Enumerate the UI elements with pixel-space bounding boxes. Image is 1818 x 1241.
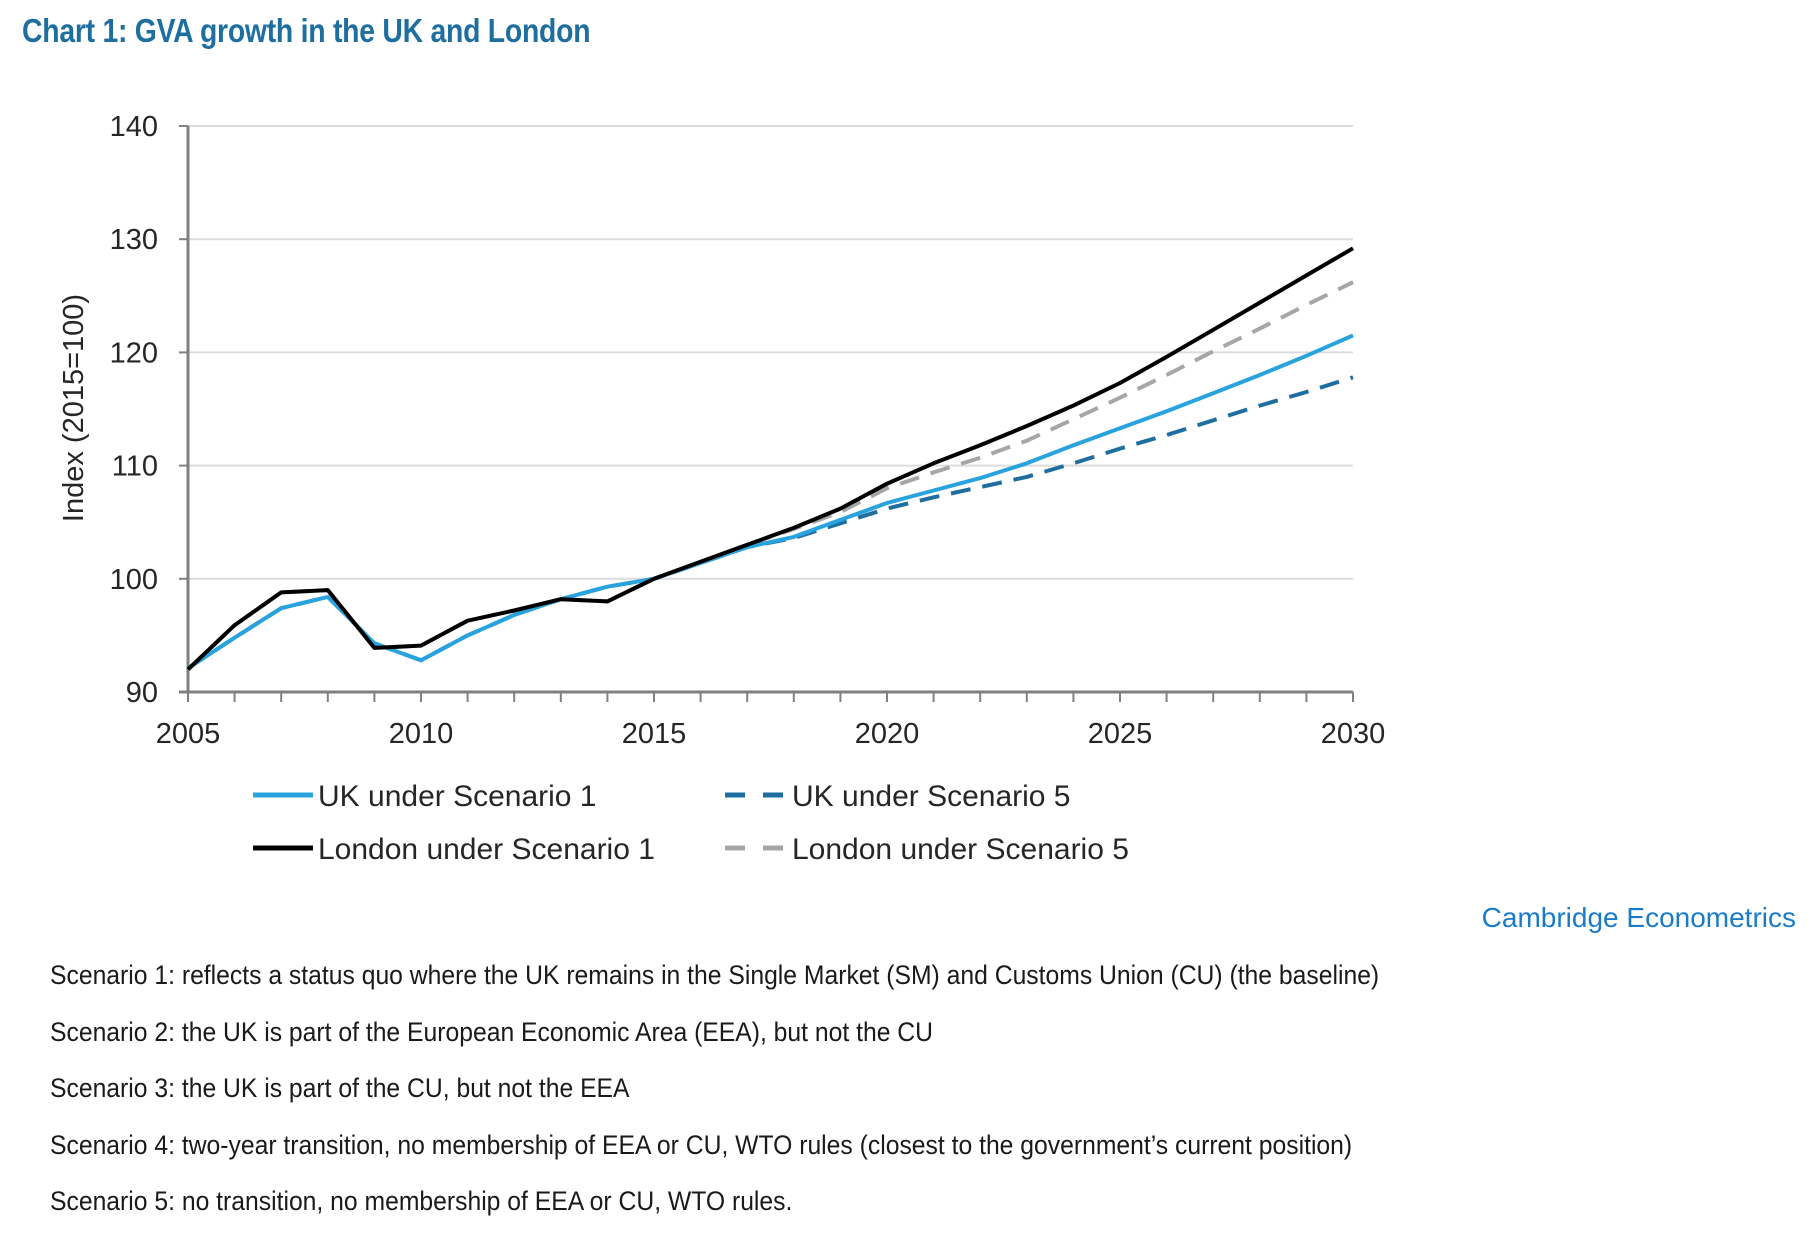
legend-item-london-under-scenario-5: London under Scenario 5: [725, 833, 1129, 866]
legend-item-uk-under-scenario-5: UK under Scenario 5: [725, 780, 1071, 813]
y-tick-label: 100: [110, 564, 158, 596]
legend-label: London under Scenario 5: [792, 833, 1129, 866]
series-lines: [186, 246, 1355, 671]
series-line-uk-under-scenario-5: [186, 375, 1354, 670]
note-scenario-4: Scenario 4: two-year transition, no memb…: [50, 1129, 1353, 1160]
y-tick-labels: 90 100 110 120 130 140: [110, 111, 158, 709]
x-tick-label: 2005: [156, 718, 221, 750]
series-line-london-under-scenario-1: [186, 246, 1355, 671]
chart-title: Chart 1: GVA growth in the UK and London: [22, 12, 591, 49]
x-tick-label: 2015: [622, 718, 687, 750]
x-tick-label: 2010: [389, 718, 454, 750]
legend-item-london-under-scenario-1: London under Scenario 1: [253, 833, 655, 866]
x-tick-labels: 2005 2010 2015 2020 2025 2030: [156, 718, 1386, 750]
note-scenario-5: Scenario 5: no transition, no membership…: [50, 1186, 793, 1216]
series-line-london-under-scenario-5: [186, 280, 1354, 671]
y-tick-label: 90: [126, 677, 158, 709]
x-tick-label: 2020: [855, 718, 920, 750]
legend-label: London under Scenario 1: [318, 833, 655, 866]
y-tick-label: 130: [110, 224, 158, 256]
note-scenario-2: Scenario 2: the UK is part of the Europe…: [50, 1016, 933, 1047]
legend-item-uk-under-scenario-1: UK under Scenario 1: [253, 780, 597, 813]
y-tick-label: 110: [112, 451, 158, 483]
source-credit: Cambridge Econometrics: [1481, 902, 1796, 933]
legend-label: UK under Scenario 5: [792, 780, 1071, 813]
gridlines: [188, 125, 1353, 580]
legend-label: UK under Scenario 1: [318, 780, 597, 813]
note-scenario-1: Scenario 1: reflects a status quo where …: [50, 960, 1380, 990]
legend: UK under Scenario 1 UK under Scenario 5 Lo…: [253, 780, 1129, 866]
scenario-notes: Scenario 1: reflects a status quo where …: [50, 958, 1810, 1241]
y-tick-label: 120: [110, 337, 158, 369]
axes: [179, 125, 1354, 702]
x-tick-label: 2030: [1321, 718, 1386, 750]
y-tick-label: 140: [110, 111, 158, 143]
y-axis-label: Index (2015=100): [58, 294, 90, 522]
note-scenario-3: Scenario 3: the UK is part of the CU, bu…: [50, 1073, 630, 1103]
x-tick-label: 2025: [1088, 718, 1153, 750]
series-line-uk-under-scenario-1: [186, 333, 1354, 670]
